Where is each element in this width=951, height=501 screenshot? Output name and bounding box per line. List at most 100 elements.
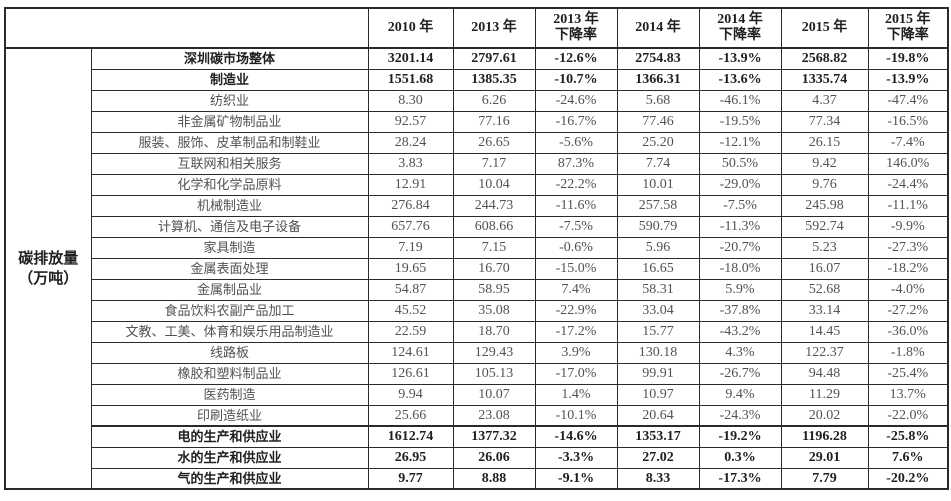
- value-cell: 3201.14: [367, 47, 454, 70]
- value-cell: 146.0%: [867, 152, 949, 175]
- row-label: 家具制造: [90, 236, 369, 259]
- value-cell: 105.13: [452, 362, 536, 385]
- value-cell: -15.0%: [534, 257, 618, 280]
- value-cell: 20.64: [616, 404, 700, 427]
- value-cell: 9.76: [780, 173, 869, 196]
- value-cell: 124.61: [367, 341, 454, 364]
- header-col-2013: 2013 年: [452, 7, 536, 49]
- value-cell: 77.34: [780, 110, 869, 133]
- value-cell: -11.3%: [698, 215, 782, 238]
- value-cell: 29.01: [780, 446, 869, 469]
- value-cell: -13.6%: [698, 68, 782, 91]
- value-cell: 7.19: [367, 236, 454, 259]
- value-cell: -17.2%: [534, 320, 618, 343]
- value-cell: 1551.68: [367, 68, 454, 91]
- value-cell: 276.84: [367, 194, 454, 217]
- row-label: 食品饮料农副产品加工: [90, 299, 369, 322]
- value-cell: 19.65: [367, 257, 454, 280]
- value-cell: 23.08: [452, 404, 536, 427]
- value-cell: 257.58: [616, 194, 700, 217]
- value-cell: 6.26: [452, 89, 536, 112]
- value-cell: 1366.31: [616, 68, 700, 91]
- table-row: 非金属矿物制品业 92.57 77.16 -16.7% 77.46 -19.5% 77.34…: [5, 110, 949, 133]
- row-label: 文教、工美、体育和娱乐用品制造业: [90, 320, 369, 343]
- value-cell: 54.87: [367, 278, 454, 301]
- value-cell: 26.65: [452, 131, 536, 154]
- value-cell: 10.04: [452, 173, 536, 196]
- table-row: 金属制品业 54.87 58.95 7.4% 58.31 5.9% 52.68 -4.0%: [5, 278, 949, 301]
- table-body: 碳排放量 （万吨） 深圳碳市场整体 3201.14 2797.61 -12.6% 2754.…: [4, 47, 949, 490]
- value-cell: -10.1%: [534, 404, 618, 427]
- value-cell: 4.3%: [698, 341, 782, 364]
- value-cell: 3.9%: [534, 341, 618, 364]
- value-cell: 8.30: [367, 89, 454, 112]
- header-sublabel: 下降率: [555, 28, 597, 43]
- value-cell: -0.6%: [534, 236, 618, 259]
- value-cell: 58.95: [452, 278, 536, 301]
- value-cell: -24.3%: [698, 404, 782, 427]
- value-cell: 7.4%: [534, 278, 618, 301]
- table-row: 计算机、通信及电子设备 657.76 608.66 -7.5% 590.79 -11.3%…: [5, 215, 949, 238]
- value-cell: 10.97: [616, 383, 700, 406]
- value-cell: 5.9%: [698, 278, 782, 301]
- value-cell: 126.61: [367, 362, 454, 385]
- value-cell: -7.4%: [867, 131, 949, 154]
- value-cell: -11.1%: [867, 194, 949, 217]
- value-cell: -16.5%: [867, 110, 949, 133]
- row-label: 深圳碳市场整体: [90, 47, 369, 70]
- value-cell: -24.4%: [867, 173, 949, 196]
- value-cell: 590.79: [616, 215, 700, 238]
- value-cell: 2754.83: [616, 47, 700, 70]
- row-label: 计算机、通信及电子设备: [90, 215, 369, 238]
- header-label: 2015 年: [801, 20, 848, 35]
- value-cell: 657.76: [367, 215, 454, 238]
- value-cell: 130.18: [616, 341, 700, 364]
- value-cell: -26.7%: [698, 362, 782, 385]
- row-label: 非金属矿物制品业: [90, 110, 369, 133]
- value-cell: 22.59: [367, 320, 454, 343]
- value-cell: 77.46: [616, 110, 700, 133]
- header-label: 2014 年: [635, 20, 681, 35]
- value-cell: -47.4%: [867, 89, 949, 112]
- value-cell: 9.77: [367, 467, 454, 490]
- value-cell: 13.7%: [867, 383, 949, 406]
- value-cell: 18.70: [452, 320, 536, 343]
- value-cell: -22.2%: [534, 173, 618, 196]
- header-col-2010: 2010 年: [367, 7, 454, 49]
- value-cell: 8.88: [452, 467, 536, 490]
- value-cell: 87.3%: [534, 152, 618, 175]
- value-cell: 20.02: [780, 404, 869, 427]
- value-cell: 7.6%: [867, 446, 949, 469]
- value-cell: 35.08: [452, 299, 536, 322]
- value-cell: 9.42: [780, 152, 869, 175]
- table-row: 水的生产和供应业 26.95 26.06 -3.3% 27.02 0.3% 29.01 7.6…: [5, 446, 949, 469]
- value-cell: 1335.74: [780, 68, 869, 91]
- value-cell: 26.06: [452, 446, 536, 469]
- value-cell: 14.45: [780, 320, 869, 343]
- row-label: 纺织业: [90, 89, 369, 112]
- row-label: 水的生产和供应业: [90, 446, 369, 469]
- value-cell: -22.0%: [867, 404, 949, 427]
- value-cell: 33.04: [616, 299, 700, 322]
- value-cell: -18.2%: [867, 257, 949, 280]
- value-cell: 4.37: [780, 89, 869, 112]
- value-cell: 94.48: [780, 362, 869, 385]
- value-cell: 11.29: [780, 383, 869, 406]
- header-label: 2015 年: [885, 12, 931, 27]
- value-cell: -9.9%: [867, 215, 949, 238]
- row-label: 金属制品业: [90, 278, 369, 301]
- value-cell: 244.73: [452, 194, 536, 217]
- value-cell: 2797.61: [452, 47, 536, 70]
- value-cell: -46.1%: [698, 89, 782, 112]
- value-cell: -10.7%: [534, 68, 618, 91]
- value-cell: 27.02: [616, 446, 700, 469]
- table-header: 2010 年 2013 年 2013 年 下降率 2014 年 2014 年: [4, 7, 949, 49]
- value-cell: 45.52: [367, 299, 454, 322]
- value-cell: 245.98: [780, 194, 869, 217]
- header-col-2013-rate: 2013 年 下降率: [534, 7, 618, 49]
- row-label: 金属表面处理: [90, 257, 369, 280]
- row-group-label: 碳排放量 （万吨）: [4, 47, 92, 490]
- row-label: 医药制造: [90, 383, 369, 406]
- value-cell: -7.5%: [698, 194, 782, 217]
- value-cell: 5.96: [616, 236, 700, 259]
